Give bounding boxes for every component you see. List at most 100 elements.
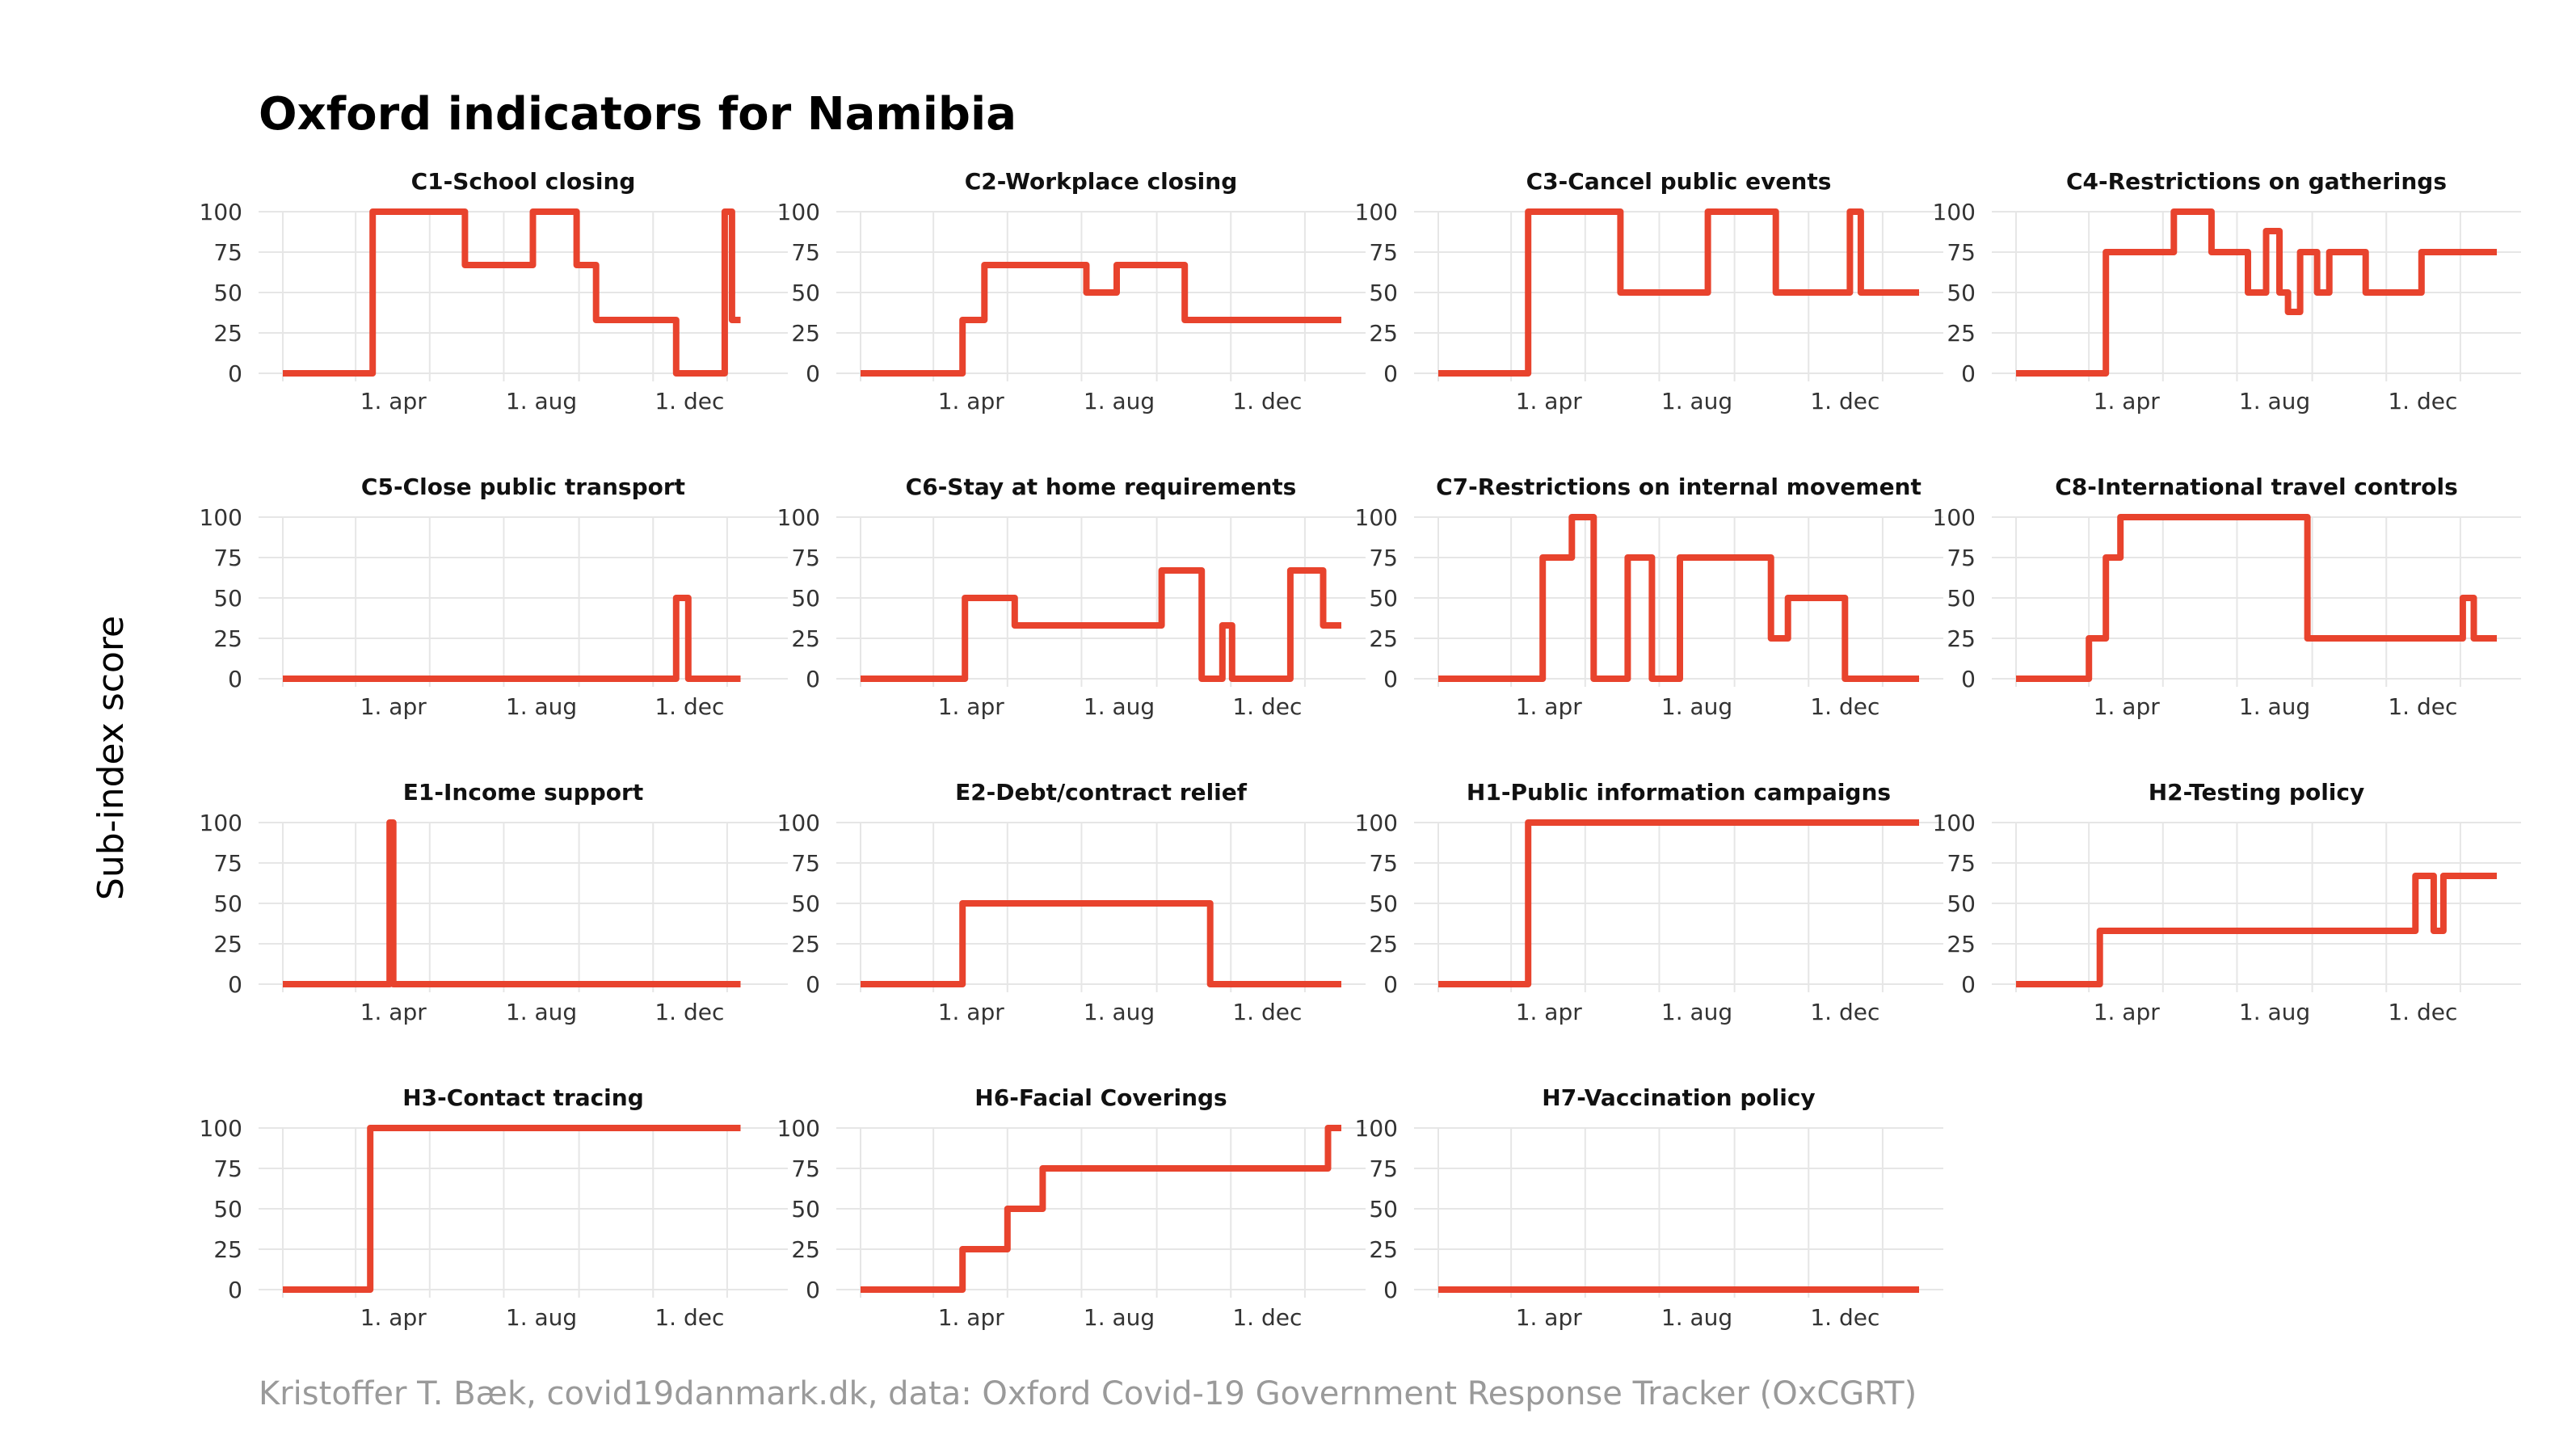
x-tick-label: 1. aug	[506, 388, 577, 415]
panel: C2-Workplace closing 0 25 50 75 100 1. apr 1. a…	[777, 168, 1366, 415]
x-tick-label: 1. aug	[1661, 388, 1732, 415]
panel-title: C7-Restrictions on internal movement	[1436, 473, 1921, 500]
panel: C5-Close public transport 0 25 50 75 100 1. ap…	[200, 473, 788, 720]
x-tick-label: 1. dec	[655, 693, 724, 720]
series-line	[283, 1125, 741, 1293]
series-line	[283, 208, 741, 377]
x-tick-label: 1. dec	[655, 999, 724, 1025]
y-tick-label: 50	[791, 280, 820, 306]
x-tick-label: 1. dec	[2388, 693, 2457, 720]
y-tick-label: 50	[1369, 585, 1398, 612]
panel-title: C1-School closing	[411, 168, 636, 195]
panel: H2-Testing policy 0 25 50 75 100 1. apr 1. aug 1…	[1933, 779, 2521, 1025]
y-tick-label: 50	[1947, 585, 1976, 612]
x-tick-label: 1. aug	[1084, 999, 1155, 1025]
y-tick-label: 100	[1355, 199, 1398, 225]
y-tick-label: 75	[1947, 850, 1976, 877]
x-tick-label: 1. apr	[938, 693, 1005, 720]
y-tick-label: 50	[1369, 280, 1398, 306]
source-caption: Kristoffer T. Bæk, covid19danmark.dk, da…	[259, 1375, 1917, 1412]
panel-title: C3-Cancel public events	[1526, 168, 1832, 195]
x-tick-label: 1. dec	[1810, 693, 1879, 720]
y-tick-label: 0	[1961, 360, 1976, 387]
x-tick-label: 1. dec	[1232, 1304, 1302, 1331]
x-tick-label: 1. aug	[2239, 999, 2310, 1025]
y-tick-label: 50	[213, 585, 242, 612]
panel: H1-Public information campaigns 0 25 50 75 10…	[1355, 779, 1943, 1025]
y-tick-label: 25	[791, 1236, 820, 1263]
y-axis-label: Sub-index score	[90, 616, 132, 900]
x-tick-label: 1. apr	[2094, 388, 2161, 415]
y-tick-label: 0	[1383, 360, 1398, 387]
y-tick-label: 75	[1369, 850, 1398, 877]
y-tick-label: 0	[228, 360, 242, 387]
y-tick-label: 75	[791, 239, 820, 266]
y-tick-label: 75	[213, 850, 242, 877]
y-tick-label: 50	[1369, 890, 1398, 917]
x-tick-label: 1. aug	[2239, 388, 2310, 415]
y-tick-label: 100	[777, 504, 820, 531]
x-tick-label: 1. aug	[1084, 693, 1155, 720]
y-tick-label: 100	[200, 199, 242, 225]
series-line	[861, 1125, 1341, 1293]
panel-title: H1-Public information campaigns	[1467, 779, 1891, 806]
y-tick-label: 25	[1369, 625, 1398, 652]
y-tick-label: 0	[806, 1277, 820, 1303]
panel: C7-Restrictions on internal movement 0 25 5…	[1355, 473, 1943, 720]
y-tick-label: 75	[1369, 239, 1398, 266]
x-tick-label: 1. apr	[938, 999, 1005, 1025]
panel-title: C4-Restrictions on gatherings	[2066, 168, 2447, 195]
x-tick-label: 1. apr	[1516, 1304, 1583, 1331]
y-tick-label: 50	[213, 1196, 242, 1223]
series-line	[2016, 514, 2497, 682]
x-tick-label: 1. aug	[2239, 693, 2310, 720]
y-tick-label: 100	[200, 504, 242, 531]
x-tick-label: 1. aug	[1084, 1304, 1155, 1331]
y-tick-label: 25	[1947, 931, 1976, 958]
y-tick-label: 50	[1947, 890, 1976, 917]
x-tick-label: 1. aug	[1661, 999, 1732, 1025]
y-tick-label: 25	[213, 320, 242, 347]
panel: H7-Vaccination policy 0 25 50 75 100 1. apr 1. …	[1355, 1084, 1943, 1331]
y-tick-label: 25	[1947, 625, 1976, 652]
y-tick-label: 25	[1947, 320, 1976, 347]
y-tick-label: 100	[1933, 199, 1976, 225]
y-tick-label: 0	[1383, 1277, 1398, 1303]
y-tick-label: 50	[791, 585, 820, 612]
x-tick-label: 1. apr	[360, 999, 427, 1025]
y-tick-label: 25	[1369, 931, 1398, 958]
y-tick-label: 100	[777, 199, 820, 225]
x-tick-label: 1. apr	[1516, 693, 1583, 720]
y-tick-label: 100	[1355, 504, 1398, 531]
y-tick-label: 100	[777, 810, 820, 836]
y-tick-label: 25	[791, 625, 820, 652]
x-tick-label: 1. dec	[1232, 693, 1302, 720]
chart-title: Oxford indicators for Namibia	[259, 88, 1017, 141]
series-line	[283, 595, 741, 682]
y-tick-label: 75	[1947, 239, 1976, 266]
series-line	[2016, 208, 2497, 377]
x-tick-label: 1. dec	[1810, 388, 1879, 415]
y-tick-label: 0	[806, 360, 820, 387]
x-tick-label: 1. dec	[655, 1304, 724, 1331]
x-tick-label: 1. apr	[2094, 693, 2161, 720]
y-tick-label: 25	[1369, 320, 1398, 347]
x-tick-label: 1. apr	[360, 693, 427, 720]
panel: E2-Debt/contract relief 0 25 50 75 100 1. apr 1…	[777, 779, 1366, 1025]
y-tick-label: 75	[213, 545, 242, 571]
x-tick-label: 1. apr	[938, 1304, 1005, 1331]
x-tick-label: 1. aug	[1661, 1304, 1732, 1331]
y-tick-label: 75	[213, 239, 242, 266]
x-tick-label: 1. apr	[360, 1304, 427, 1331]
panel-title: C2-Workplace closing	[965, 168, 1238, 195]
y-tick-label: 50	[1947, 280, 1976, 306]
panel: C3-Cancel public events 0 25 50 75 100 1. apr 1…	[1355, 168, 1943, 415]
series-line	[861, 567, 1341, 682]
x-tick-label: 1. aug	[506, 1304, 577, 1331]
y-tick-label: 50	[791, 1196, 820, 1223]
x-tick-label: 1. dec	[2388, 388, 2457, 415]
x-tick-label: 1. apr	[1516, 388, 1583, 415]
y-tick-label: 100	[777, 1115, 820, 1142]
y-tick-label: 50	[1369, 1196, 1398, 1223]
y-tick-label: 0	[1961, 666, 1976, 692]
